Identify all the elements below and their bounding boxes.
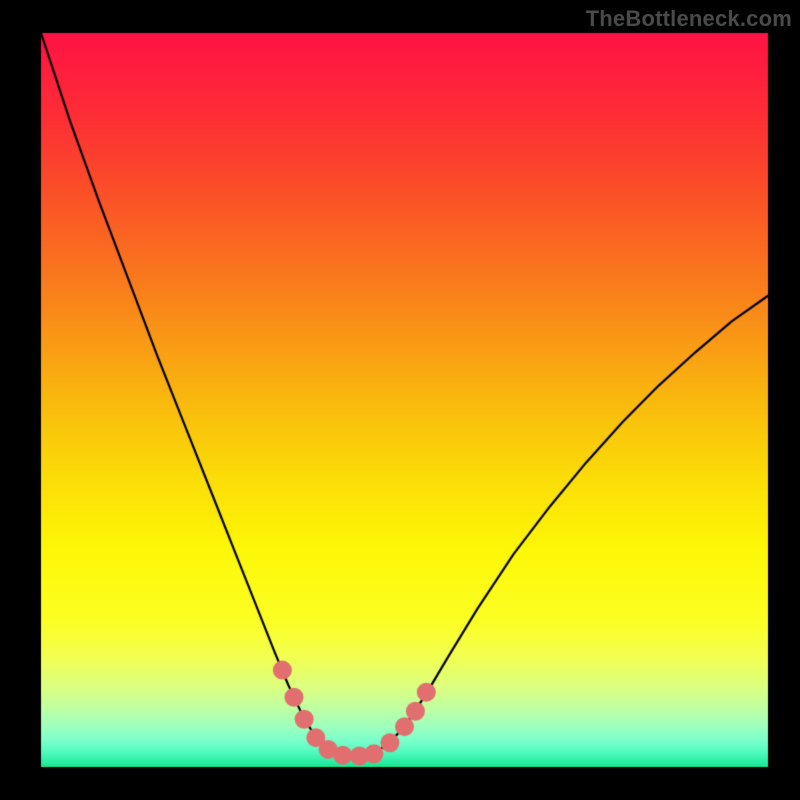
- bottleneck-chart-canvas: [0, 0, 800, 800]
